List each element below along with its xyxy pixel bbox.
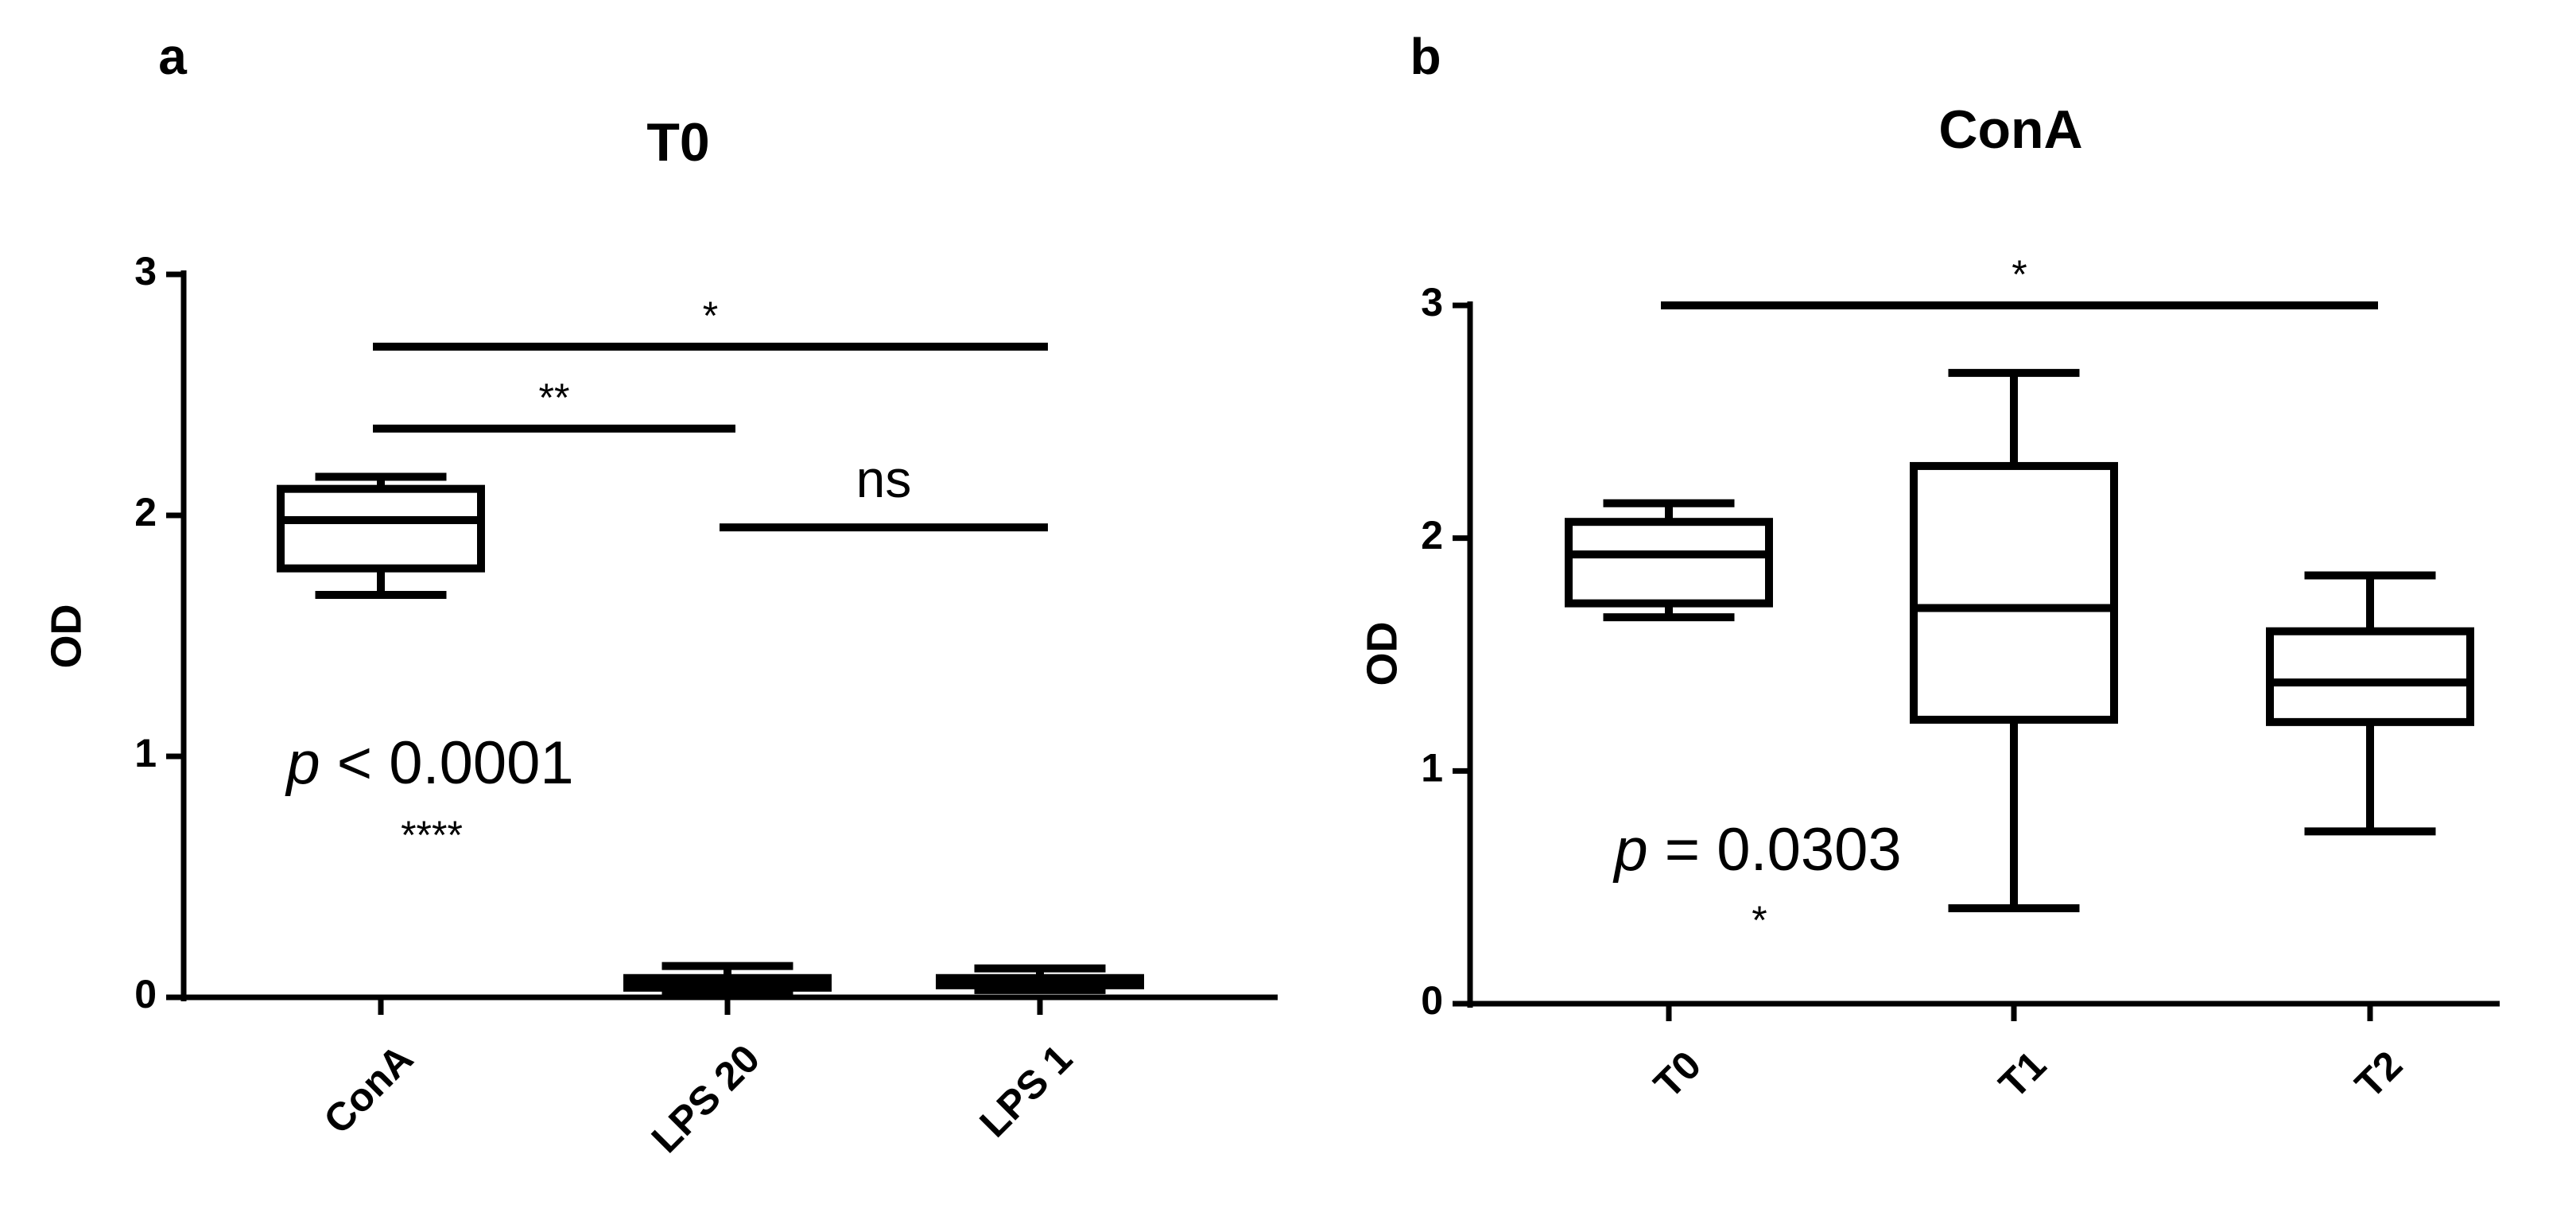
panel-label: b [1410,28,1441,85]
x-tick-label: LPS 1 [971,1036,1080,1146]
y-tick-label: 1 [1421,746,1443,791]
p-stars: **** [401,813,463,857]
box [1565,518,1773,608]
y-tick-label: 3 [134,249,157,293]
chart-title: ConA [1938,99,2082,160]
x-tick-label: LPS 20 [643,1036,769,1162]
p-value: p = 0.0303 [1612,816,1901,884]
p-value: p < 0.0001 [285,729,573,797]
y-tick-label: 2 [134,490,157,534]
y-tick-label: 3 [1421,280,1443,324]
y-axis-label: OD [42,604,90,669]
box [1910,461,2118,724]
box [2266,627,2474,726]
x-tick-label: ConA [315,1036,421,1143]
significance-label: * [2012,252,2027,297]
chart-title: T0 [646,112,709,173]
x-tick-label: T2 [2346,1043,2411,1107]
significance-label: ns [856,449,912,508]
y-tick-label: 2 [1421,513,1443,558]
y-axis-label: OD [1358,622,1406,686]
p-stars: * [1752,898,1767,942]
y-tick-label: 0 [1421,978,1443,1023]
box [277,484,485,573]
x-tick-label: T0 [1645,1043,1709,1107]
panel-label: a [158,28,187,85]
significance-label: ** [539,375,570,420]
y-tick-label: 0 [134,972,157,1016]
y-tick-label: 1 [134,731,157,775]
significance-label: * [703,293,718,338]
x-tick-label: T1 [1990,1043,2054,1107]
